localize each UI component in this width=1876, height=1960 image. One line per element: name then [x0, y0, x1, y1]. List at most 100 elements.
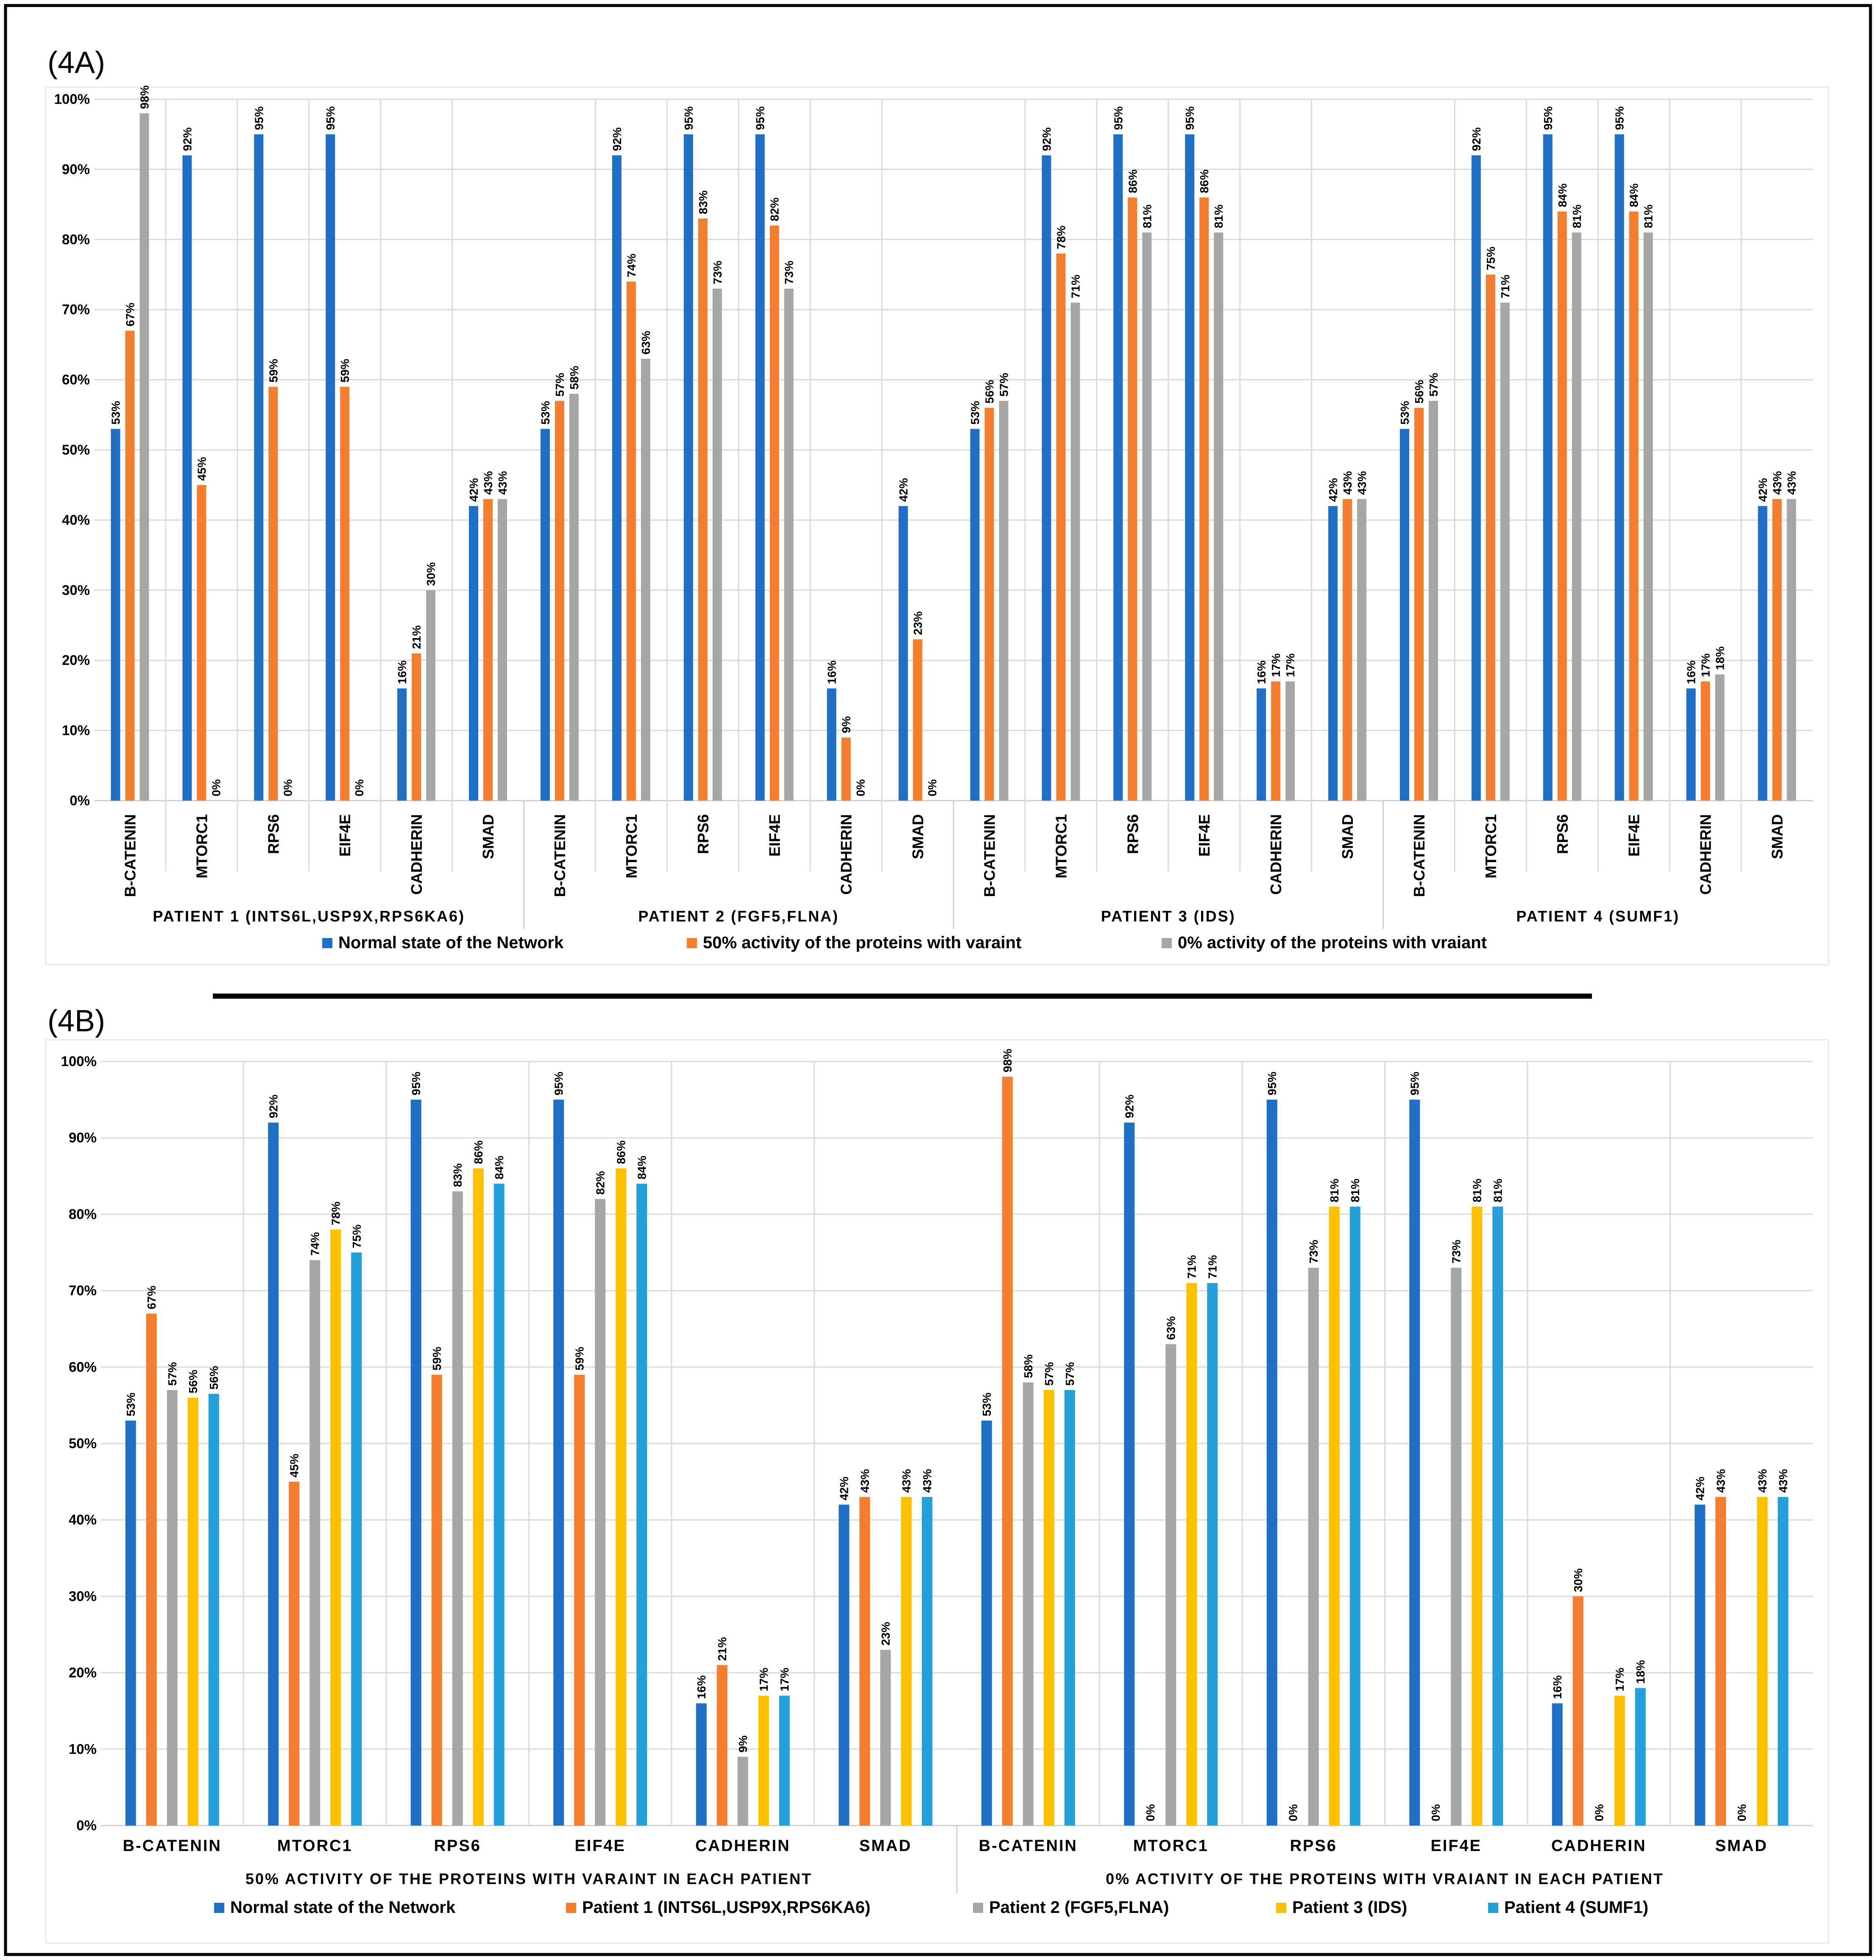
- bar-patient-3-mtorc1-s0: [1042, 155, 1051, 801]
- panel-b-y-tick-label: 60%: [69, 1359, 97, 1375]
- bar-data-label: 81%: [1570, 204, 1583, 228]
- bar-patient-4-mtorc1-s1: [1486, 274, 1495, 801]
- bar-patient-4-b-catenin-s0: [1399, 429, 1409, 801]
- bar-data-label: 75%: [350, 1224, 363, 1248]
- bar-patient-1-b-catenin-s1: [125, 330, 135, 801]
- bar-patient-4-mtorc1-s2: [1500, 302, 1510, 801]
- bar-patient-2-mtorc1-s2: [641, 358, 650, 801]
- bar-data-label: 84%: [493, 1156, 506, 1179]
- bar-data-label: 74%: [625, 254, 638, 277]
- panel-a-category-label: MTORC1: [1052, 814, 1070, 878]
- bar-data-label: 82%: [594, 1171, 607, 1195]
- bar-patient-2-b-catenin-s1: [555, 401, 564, 801]
- bar-patient-1-b-catenin-s0: [111, 429, 120, 801]
- bar-data-label: 95%: [324, 106, 337, 130]
- panel-a-category-label: RPS6: [1124, 814, 1141, 854]
- bar-0-acti-mtorc1-s0: [1124, 1122, 1135, 1826]
- bar-data-label: 92%: [1040, 127, 1053, 151]
- panel-a-category-label: CADHERIN: [408, 814, 425, 895]
- bar-data-label: 59%: [338, 359, 351, 383]
- bar-data-label: 43%: [859, 1469, 872, 1493]
- bar-data-label: 86%: [1198, 169, 1211, 193]
- bar-data-label: 9%: [840, 716, 853, 734]
- bar-patient-1-mtorc1-s0: [182, 155, 192, 801]
- bar-0-acti-cadherin-s3: [1614, 1695, 1625, 1826]
- bar-patient-4-b-catenin-s1: [1414, 408, 1424, 801]
- bar-data-label: 84%: [636, 1156, 649, 1179]
- bar-patient-4-cadherin-s2: [1715, 674, 1725, 801]
- bar-data-label: 73%: [1307, 1240, 1320, 1263]
- bar-patient-1-cadherin-s2: [426, 590, 436, 801]
- bar-data-label: 95%: [1183, 106, 1196, 130]
- bar-patient-1-cadherin-s0: [397, 688, 407, 801]
- bar-data-label: 57%: [166, 1362, 179, 1386]
- bar-patient-3-rps6-s0: [1113, 134, 1123, 801]
- bar-50-act-cadherin-s0: [696, 1703, 707, 1826]
- bar-data-label: 16%: [1255, 660, 1268, 684]
- panel-a-legend-swatch: [322, 938, 332, 948]
- panel-a-group-label: PATIENT 2 (FGF5,FLNA): [638, 907, 839, 925]
- outer-frame: [4, 4, 1872, 1956]
- bar-data-label: 73%: [711, 260, 724, 284]
- bar-0-acti-eif4e-s2: [1451, 1268, 1462, 1826]
- bar-patient-4-rps6-s0: [1543, 134, 1553, 801]
- bar-data-label: 59%: [267, 359, 280, 383]
- bar-50-act-smad-s2: [880, 1650, 891, 1826]
- bar-patient-2-rps6-s2: [712, 288, 722, 801]
- bar-patient-3-eif4e-s2: [1214, 232, 1224, 801]
- bar-data-label: 56%: [1413, 380, 1426, 404]
- panel-a-plot-frame: [45, 86, 1829, 966]
- panel-a-y-tick-label: 20%: [62, 652, 90, 668]
- bar-50-act-b-catenin-s3: [187, 1397, 198, 1826]
- bar-data-label: 43%: [900, 1469, 913, 1493]
- bar-data-label: 53%: [968, 401, 981, 424]
- bar-0-acti-b-catenin-s3: [1043, 1390, 1054, 1826]
- bar-0-acti-rps6-s0: [1266, 1100, 1277, 1826]
- panel-a-legend-label: 50% activity of the proteins with varain…: [703, 933, 1021, 952]
- bar-data-label: 17%: [1284, 653, 1297, 677]
- bar-data-label: 71%: [1185, 1255, 1199, 1279]
- panel-a-legend-swatch: [1162, 938, 1172, 948]
- panel-b-category-label: CADHERIN: [695, 1837, 791, 1855]
- bar-data-label: 82%: [768, 198, 781, 221]
- bar-0-acti-mtorc1-s2: [1165, 1344, 1176, 1826]
- panel-b-category-label: SMAD: [859, 1837, 912, 1855]
- panel-b-category-label: MTORC1: [277, 1837, 353, 1855]
- bar-data-label: 74%: [309, 1232, 322, 1256]
- bar-patient-2-b-catenin-s0: [540, 429, 550, 801]
- bar-data-label: 53%: [1398, 401, 1411, 424]
- bar-data-label: 95%: [1541, 106, 1555, 130]
- bar-50-act-rps6-s4: [493, 1184, 505, 1826]
- panel-b-legend-swatch: [566, 1903, 576, 1913]
- bar-data-label: 84%: [1556, 183, 1569, 207]
- bar-50-act-smad-s3: [901, 1497, 912, 1826]
- bar-data-label: 43%: [921, 1469, 934, 1493]
- bar-data-label: 0%: [1735, 1804, 1748, 1821]
- bar-data-label: 18%: [1634, 1660, 1647, 1684]
- panel-b-y-tick-label: 10%: [69, 1741, 97, 1757]
- bar-patient-4-eif4e-s0: [1614, 134, 1624, 801]
- bar-patient-3-rps6-s1: [1128, 197, 1137, 801]
- panel-a-y-tick-label: 0%: [70, 793, 90, 808]
- bar-0-acti-smad-s4: [1778, 1497, 1789, 1826]
- bar-data-label: 81%: [1212, 204, 1225, 228]
- panel-b-y-tick-label: 20%: [69, 1665, 97, 1681]
- bar-patient-2-rps6-s0: [683, 134, 693, 801]
- bar-data-label: 0%: [353, 779, 366, 796]
- bar-0-acti-eif4e-s0: [1409, 1100, 1420, 1826]
- bar-patient-4-rps6-s2: [1572, 232, 1581, 801]
- panel-a-legend-label: 0% activity of the proteins with vraiant: [1178, 933, 1487, 952]
- bar-data-label: 78%: [1054, 226, 1068, 249]
- bar-0-acti-eif4e-s3: [1472, 1206, 1483, 1826]
- bar-50-act-cadherin-s1: [716, 1665, 728, 1826]
- panel-b-category-label: RPS6: [1290, 1837, 1337, 1855]
- panel-b-y-tick-label: 70%: [69, 1283, 97, 1298]
- panel-a-label: (4A): [47, 46, 105, 80]
- bar-50-act-b-catenin-s0: [125, 1420, 136, 1826]
- bar-data-label: 30%: [424, 562, 438, 586]
- panel-a-y-tick-label: 80%: [62, 232, 90, 247]
- bar-data-label: 53%: [124, 1393, 137, 1416]
- panel-a-category-label: MTORC1: [623, 814, 640, 878]
- bar-data-label: 57%: [997, 373, 1010, 396]
- panel-a-category-label: SMAD: [1769, 814, 1786, 859]
